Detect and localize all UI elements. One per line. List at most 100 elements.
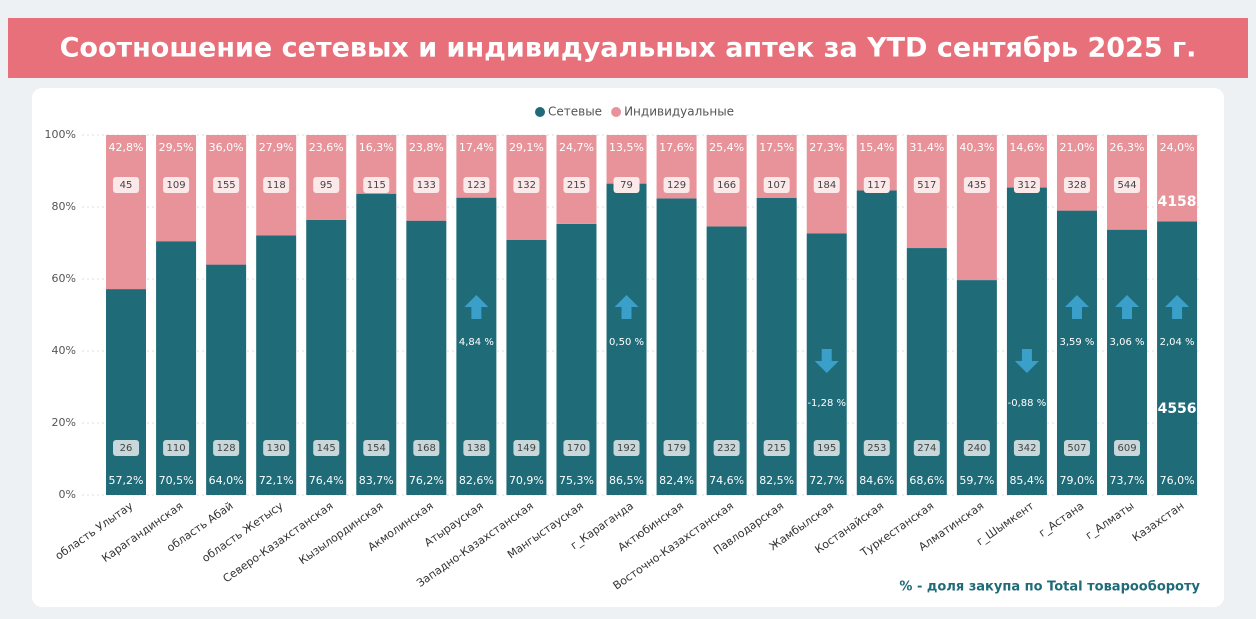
value-label: 17,6% bbox=[659, 141, 694, 154]
legend-swatch bbox=[535, 107, 545, 117]
count-box bbox=[163, 440, 190, 456]
count-box bbox=[1063, 177, 1090, 193]
count-label: 195 bbox=[817, 443, 836, 454]
bar-segment bbox=[106, 135, 147, 290]
count-box bbox=[413, 440, 440, 456]
change-arrow bbox=[1064, 295, 1089, 319]
count-box bbox=[613, 177, 640, 193]
value-label: 16,3% bbox=[359, 141, 394, 154]
bar-segment bbox=[956, 280, 997, 495]
bar-segment bbox=[1157, 221, 1198, 495]
value-label: 36,0% bbox=[209, 141, 244, 154]
count-box bbox=[213, 440, 240, 456]
count-box bbox=[163, 177, 190, 193]
count-label: 79 bbox=[620, 180, 633, 191]
count-label: 166 bbox=[717, 180, 736, 191]
change-label: 2,04 % bbox=[1160, 337, 1195, 348]
count-box bbox=[963, 177, 990, 193]
bar-segment bbox=[156, 241, 197, 495]
value-label: 23,8% bbox=[409, 141, 444, 154]
value-label: 21,0% bbox=[1059, 141, 1094, 154]
count-box bbox=[863, 440, 890, 456]
count-box bbox=[1063, 440, 1090, 456]
change-label: 4,84 % bbox=[459, 337, 494, 348]
value-label: 75,3% bbox=[559, 474, 594, 487]
value-label: 76,2% bbox=[409, 474, 444, 487]
bar-segment bbox=[956, 135, 997, 281]
count-box bbox=[313, 177, 340, 193]
count-box bbox=[913, 177, 940, 193]
change-arrow bbox=[1014, 349, 1039, 373]
count-box bbox=[713, 177, 740, 193]
bar-segment bbox=[906, 248, 947, 495]
value-label: 70,9% bbox=[509, 474, 544, 487]
value-label: 76,0% bbox=[1160, 474, 1195, 487]
count-label: 115 bbox=[367, 180, 386, 191]
count-label: 129 bbox=[667, 180, 686, 191]
count-label: 274 bbox=[917, 443, 936, 454]
count-box bbox=[1114, 177, 1141, 193]
change-label: 3,59 % bbox=[1059, 337, 1094, 348]
legend-label: Индивидуальные bbox=[624, 105, 734, 119]
count-box bbox=[513, 440, 540, 456]
chart-title: Соотношение сетевых и индивидуальных апт… bbox=[60, 33, 1197, 64]
legend-label: Сетевые bbox=[548, 105, 602, 119]
count-label: 507 bbox=[1067, 443, 1086, 454]
y-tick-label: 60% bbox=[52, 272, 76, 285]
change-arrow bbox=[1115, 295, 1140, 319]
count-label: 138 bbox=[467, 443, 486, 454]
value-label: 27,9% bbox=[259, 141, 294, 154]
value-label: 17,4% bbox=[459, 141, 494, 154]
count-label: 184 bbox=[817, 180, 836, 191]
value-label: 82,4% bbox=[659, 474, 694, 487]
bar-segment bbox=[606, 135, 647, 184]
count-label: 95 bbox=[320, 180, 333, 191]
value-label: 15,4% bbox=[859, 141, 894, 154]
value-label: 14,6% bbox=[1009, 141, 1044, 154]
value-label: 82,6% bbox=[459, 474, 494, 487]
value-label: 13,5% bbox=[609, 141, 644, 154]
count-label: 544 bbox=[1117, 180, 1136, 191]
bar-segment bbox=[106, 289, 147, 495]
value-label: 73,7% bbox=[1110, 474, 1145, 487]
change-arrow bbox=[464, 295, 489, 319]
count-box bbox=[1013, 177, 1040, 193]
count-label: 117 bbox=[867, 180, 886, 191]
count-label: 4556 bbox=[1158, 401, 1197, 417]
count-box bbox=[113, 177, 140, 193]
count-label: 45 bbox=[120, 180, 133, 191]
change-label: 0,50 % bbox=[609, 337, 644, 348]
bar-segment bbox=[206, 135, 247, 265]
count-label: 123 bbox=[467, 180, 486, 191]
value-label: 24,7% bbox=[559, 141, 594, 154]
count-box bbox=[713, 440, 740, 456]
value-label: 23,6% bbox=[309, 141, 344, 154]
change-arrow bbox=[614, 295, 639, 319]
count-label: 110 bbox=[167, 443, 186, 454]
value-label: 83,7% bbox=[359, 474, 394, 487]
count-label: 192 bbox=[617, 443, 636, 454]
y-tick-label: 80% bbox=[52, 200, 76, 213]
bar-segment bbox=[256, 235, 297, 495]
y-tick-label: 0% bbox=[59, 488, 76, 501]
count-label: 155 bbox=[217, 180, 236, 191]
change-label: 3,06 % bbox=[1110, 337, 1145, 348]
count-label: 4158 bbox=[1158, 194, 1197, 210]
count-box bbox=[313, 440, 340, 456]
count-box bbox=[513, 177, 540, 193]
title-banner bbox=[8, 18, 1248, 78]
count-label: 145 bbox=[317, 443, 336, 454]
count-box bbox=[363, 440, 390, 456]
count-box bbox=[813, 177, 840, 193]
value-label: 25,4% bbox=[709, 141, 744, 154]
count-box bbox=[863, 177, 890, 193]
count-box bbox=[263, 177, 290, 193]
count-label: 179 bbox=[667, 443, 686, 454]
bar-segment bbox=[1056, 135, 1097, 211]
value-label: 59,7% bbox=[959, 474, 994, 487]
value-label: 86,5% bbox=[609, 474, 644, 487]
count-box bbox=[563, 177, 590, 193]
footnote: % - доля закупа по Total товарообороту bbox=[899, 580, 1200, 595]
count-box bbox=[463, 440, 490, 456]
